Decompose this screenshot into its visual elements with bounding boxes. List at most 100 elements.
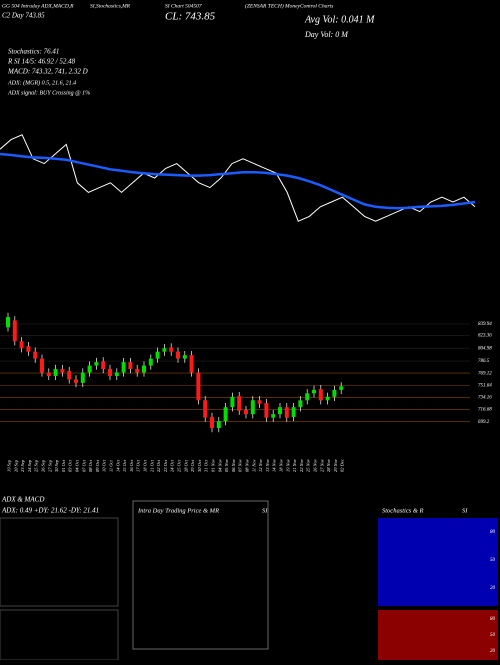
x-tick-label: 01 Oct [61,459,66,472]
rsi-panel [378,610,498,660]
x-tick-label: 11 Nov [251,459,256,472]
candle-body [264,403,269,418]
x-tick-label: 25 Oct [177,459,182,472]
candle-body [128,362,133,370]
y-tick-label: 734.16 [478,396,492,401]
panel-title: Stochastics & R [382,507,424,514]
candle-body [176,351,180,359]
header: GG 504 Intraday ADX,MACD,R SI,Stochastic… [2,2,375,96]
candle-body [19,341,24,349]
x-tick-label: 04 Nov [217,459,222,472]
candle-body [216,421,221,429]
candle-body [312,389,316,394]
x-tick-label: 12 Nov [258,459,263,472]
x-tick-label: 13 Nov [265,459,270,472]
x-tick-label: 20 Sep [13,459,18,472]
candle-body [74,379,78,383]
y-tick-label: 823.36 [478,334,492,339]
panel-frame [0,517,119,607]
x-tick-label: 27 Nov [319,459,324,472]
y-tick-label: 699.2 [478,420,490,425]
x-tick-label: 25 Sep [34,459,39,472]
x-tick-label: 08 Oct [88,459,93,472]
macd: MACD: 743.32, 741, 2.32 D [7,68,88,76]
y-tick-label: 751.64 [478,383,492,388]
panel-title: SI [262,507,268,514]
panel-title: SI [462,507,468,514]
candle-body [298,400,303,408]
x-tick-label: 18 Oct [143,459,148,472]
x-tick-label: 17 Oct [136,459,141,472]
candle-body [135,369,140,373]
x-tick-label: 07 Nov [238,459,243,472]
candle-body [223,407,228,422]
candle-body [189,355,194,373]
x-tick-label: 21 Nov [292,459,297,472]
x-tick-label: 16 Oct [129,459,134,472]
candle-body [148,358,153,366]
x-tick-label: 28 Oct [183,459,188,472]
info: SI,Stochastics,MR [90,3,131,9]
candle-body [325,396,330,401]
candle-body [114,372,119,376]
stoch: Stochastics: 76.41 [8,48,59,56]
x-tick-label: 10 Oct [102,459,107,472]
candle-body [94,362,99,366]
panel-frame [0,609,119,661]
x-tick-label: 18 Nov [279,459,284,472]
candle-body [237,396,242,411]
candle-body [305,393,310,401]
panel-title: Intra Day Trading Price & MR [137,507,219,514]
candle-body [182,355,187,359]
candle-body [257,400,262,404]
tick: 50 [490,558,496,563]
candle-body [121,362,126,373]
x-tick-label: 30 Oct [197,459,202,472]
day-vol: Day Vol: 0 M [304,30,349,39]
tick: 20 [490,649,496,654]
candle-body [196,372,201,401]
candle-body [250,400,255,415]
panel-frame [132,500,269,650]
x-tick-label: 08 Nov [245,459,250,472]
line [0,152,476,210]
info: SI Chart 504507 [165,2,202,9]
candle-body [33,351,38,359]
candle-body [271,414,276,418]
info: C2 Day 743.85 [2,12,45,20]
x-tick-label: 01 Nov [211,459,216,472]
info: GG 504 Intraday ADX,MACD,R [2,2,74,9]
info: (ZENSAR TECH) MoneyControl Charts [245,2,333,9]
tick: 20 [490,586,496,591]
x-tick-label: 14 Nov [272,459,277,472]
stoch-panel [378,518,498,606]
candle-body [203,400,208,418]
x-tick-label: 22 Oct [156,459,161,472]
candle-body [291,407,296,417]
x-tick-label: 05 Nov [224,459,229,472]
candle-body [318,389,323,401]
candle-body [6,316,10,328]
x-tick-label: 23 Sep [20,459,25,472]
candle-body [101,361,106,370]
rsi: R SI 14/5: 46.92 / 52.48 [7,58,76,66]
x-tick-label: 02 Dec [340,459,345,472]
line [0,134,476,222]
x-tick-label: 26 Sep [41,459,46,472]
x-tick-label: 04 Oct [75,459,80,472]
candle-body [142,365,146,373]
y-tick-label: 769.12 [478,371,492,376]
x-tick-label: 11 Oct [109,459,114,472]
panel-values: ADX: 0.49 +DY: 21.62 -DY: 21.41 [1,507,99,515]
candle-body [162,348,167,352]
candle-body [12,320,17,342]
x-tick-label: 19 Nov [285,459,290,472]
x-tick-label: 07 Oct [81,459,86,472]
x-tick-label: 24 Oct [170,459,175,472]
x-tick-label: 29 Nov [333,459,338,472]
x-tick-label: 26 Nov [313,459,318,472]
x-tick-label: 30 Sep [54,459,59,472]
candle-body [46,372,51,376]
x-tick-label: 27 Sep [47,459,52,472]
